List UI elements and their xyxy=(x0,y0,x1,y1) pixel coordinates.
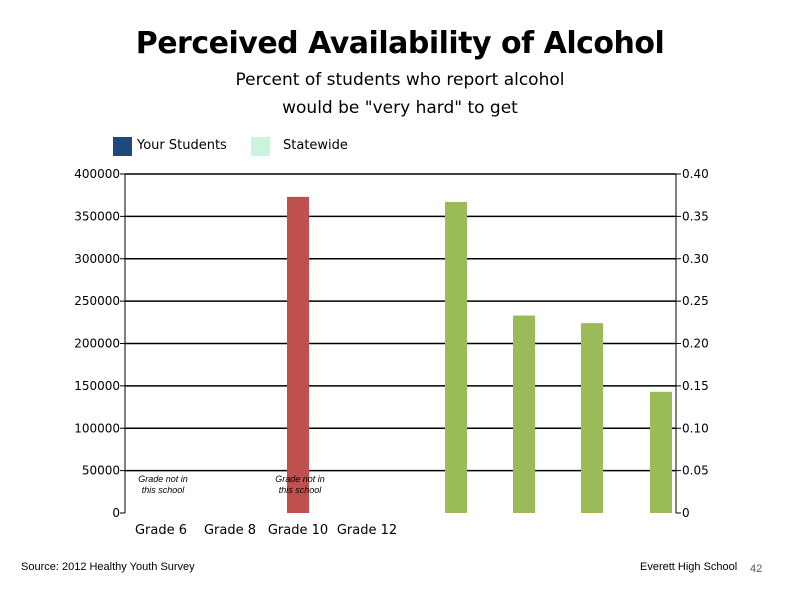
annotation-grade-not-in-school: this school xyxy=(279,485,323,495)
y-right-tick-label: 0.10 xyxy=(682,421,709,435)
y-right-tick-label: 0.30 xyxy=(682,252,709,266)
bar-statewide xyxy=(650,391,672,513)
chart-subtitle-line1: Percent of students who report alcohol xyxy=(235,70,565,90)
y-left-tick-label: 100000 xyxy=(74,421,120,435)
y-right-tick-label: 0.25 xyxy=(682,294,709,308)
y-right-tick-label: 0.40 xyxy=(682,167,709,181)
bar-statewide xyxy=(445,201,467,513)
annotation-grade-not-in-school: this school xyxy=(142,485,186,495)
annotation-grade-not-in-school: Grade not in xyxy=(138,474,188,484)
y-left-tick-label: 300000 xyxy=(74,252,120,266)
x-tick-label: Grade 12 xyxy=(337,523,397,538)
y-left-tick-label: 0 xyxy=(112,506,120,520)
source-note: Source: 2012 Healthy Youth Survey xyxy=(21,561,195,573)
y-left-tick-label: 350000 xyxy=(74,209,120,223)
bar-statewide xyxy=(513,315,535,513)
legend-label-statewide: Statewide xyxy=(283,138,348,153)
page-number: 42 xyxy=(750,563,763,575)
x-tick-label: Grade 10 xyxy=(268,523,328,538)
legend-label-your-students: Your Students xyxy=(137,138,227,153)
legend-swatch-statewide xyxy=(251,137,270,156)
y-left-tick-label: 250000 xyxy=(74,294,120,308)
x-tick-label: Grade 6 xyxy=(135,523,187,538)
y-right-tick-label: 0.15 xyxy=(682,379,709,393)
y-left-tick-label: 200000 xyxy=(74,337,120,351)
school-name: Everett High School xyxy=(640,561,738,573)
y-right-tick-label: 0.35 xyxy=(682,209,709,223)
y-left-tick-label: 150000 xyxy=(74,379,120,393)
chart-subtitle-line2: would be "very hard" to get xyxy=(282,98,518,118)
slide-title: Perceived Availability of Alcohol xyxy=(135,26,665,61)
bar-statewide xyxy=(581,323,603,513)
legend-swatch-your-students xyxy=(113,137,132,156)
y-left-tick-label: 400000 xyxy=(74,167,120,181)
y-right-tick-label: 0.05 xyxy=(682,464,709,478)
y-right-tick-label: 0.20 xyxy=(682,337,709,351)
y-left-tick-label: 50000 xyxy=(82,464,120,478)
y-right-tick-label: 0 xyxy=(682,506,690,520)
x-tick-label: Grade 8 xyxy=(204,523,256,538)
bar-your-students xyxy=(287,196,309,513)
annotation-grade-not-in-school: Grade not in xyxy=(275,474,325,484)
